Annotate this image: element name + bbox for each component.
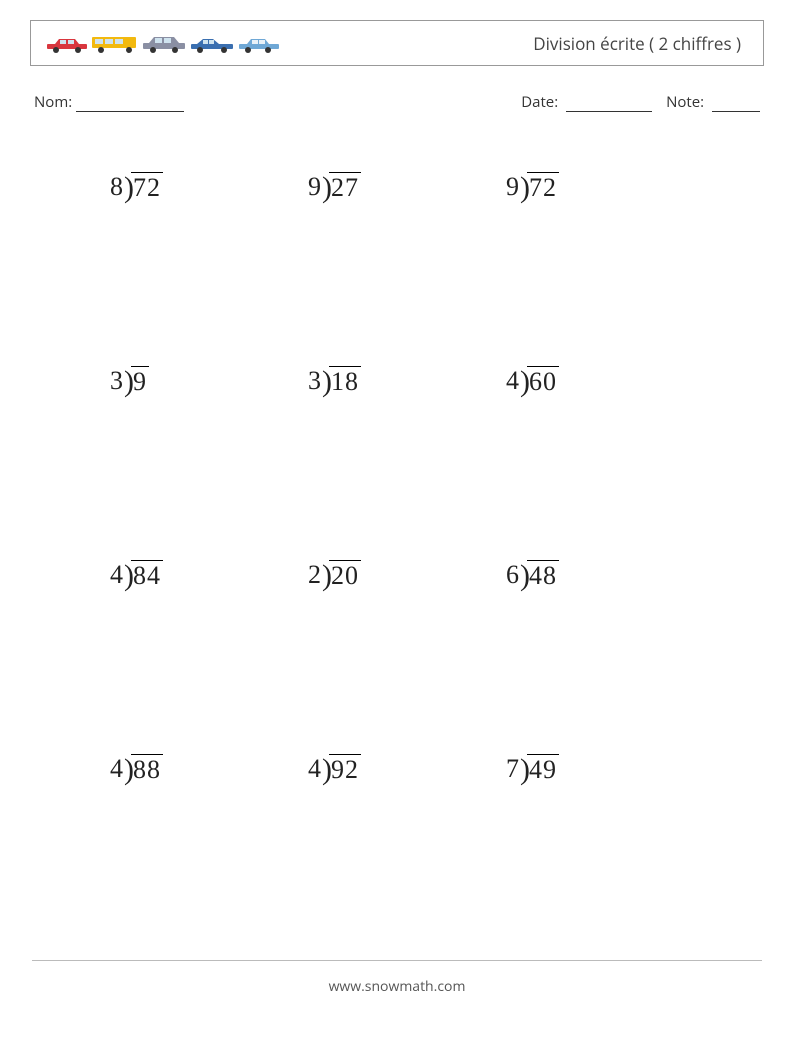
date-label: Date:: [521, 92, 558, 112]
division-bracket: ): [322, 367, 332, 397]
dividend: 48: [527, 560, 559, 589]
name-field: Nom:: [34, 92, 184, 112]
divisor: 7: [506, 754, 519, 782]
header-box: Division écrite ( 2 chiffres ): [30, 20, 764, 66]
division-bracket: ): [124, 173, 134, 203]
division-problem: 6)48: [506, 560, 704, 590]
car-icon: [237, 35, 281, 53]
problems-grid: 8)72 9)27 9)72 3)9 3)18 4)60 4)84 2)20 6…: [30, 172, 764, 784]
footer-url: www.snowmath.com: [329, 977, 466, 996]
dividend: 18: [329, 366, 361, 395]
division-bracket: ): [124, 367, 134, 397]
division-problem: 7)49: [506, 754, 704, 784]
division-bracket: ): [520, 367, 530, 397]
division-bracket: ): [322, 755, 332, 785]
division-problem: 3)18: [308, 366, 506, 396]
divisor: 3: [308, 366, 321, 394]
division-problem: 4)92: [308, 754, 506, 784]
divisor: 6: [506, 560, 519, 588]
division-problem: 4)84: [110, 560, 308, 590]
name-label: Nom:: [34, 92, 72, 112]
note-field: Note:: [666, 92, 760, 112]
divisor: 3: [110, 366, 123, 394]
division-problem: 4)60: [506, 366, 704, 396]
name-blank[interactable]: [76, 95, 184, 112]
dividend: 88: [131, 754, 163, 783]
divisor: 9: [506, 172, 519, 200]
division-bracket: ): [322, 561, 332, 591]
divisor: 2: [308, 560, 321, 588]
date-blank[interactable]: [566, 95, 652, 112]
dividend: 49: [527, 754, 559, 783]
footer: www.snowmath.com: [30, 960, 764, 1010]
note-blank[interactable]: [712, 95, 760, 112]
worksheet-page: Division écrite ( 2 chiffres ) Nom: Date…: [0, 0, 794, 1010]
divisor: 4: [308, 754, 321, 782]
cars-decoration: [45, 33, 281, 53]
division-problem: 8)72: [110, 172, 308, 202]
car-icon: [91, 33, 139, 53]
divisor: 9: [308, 172, 321, 200]
dividend: 72: [527, 172, 559, 201]
division-problem: 3)9: [110, 366, 308, 396]
division-bracket: ): [520, 755, 530, 785]
dividend: 27: [329, 172, 361, 201]
divisor: 4: [110, 754, 123, 782]
note-label: Note:: [666, 92, 704, 112]
dividend: 60: [527, 366, 559, 395]
division-bracket: ): [124, 561, 134, 591]
division-problem: 9)27: [308, 172, 506, 202]
divisor: 8: [110, 172, 123, 200]
date-field: Date:: [521, 92, 652, 112]
division-bracket: ): [520, 561, 530, 591]
car-icon: [45, 35, 89, 53]
meta-row: Nom: Date: Note:: [30, 92, 764, 112]
division-bracket: ): [520, 173, 530, 203]
footer-divider: [32, 960, 762, 961]
division-problem: 9)72: [506, 172, 704, 202]
division-bracket: ): [124, 755, 134, 785]
dividend: 84: [131, 560, 163, 589]
division-bracket: ): [322, 173, 332, 203]
car-icon: [141, 33, 187, 53]
dividend: 72: [131, 172, 163, 201]
division-problem: 4)88: [110, 754, 308, 784]
divisor: 4: [110, 560, 123, 588]
divisor: 4: [506, 366, 519, 394]
car-icon: [189, 35, 235, 53]
dividend: 92: [329, 754, 361, 783]
worksheet-title: Division écrite ( 2 chiffres ): [533, 32, 741, 55]
division-problem: 2)20: [308, 560, 506, 590]
dividend: 20: [329, 560, 361, 589]
